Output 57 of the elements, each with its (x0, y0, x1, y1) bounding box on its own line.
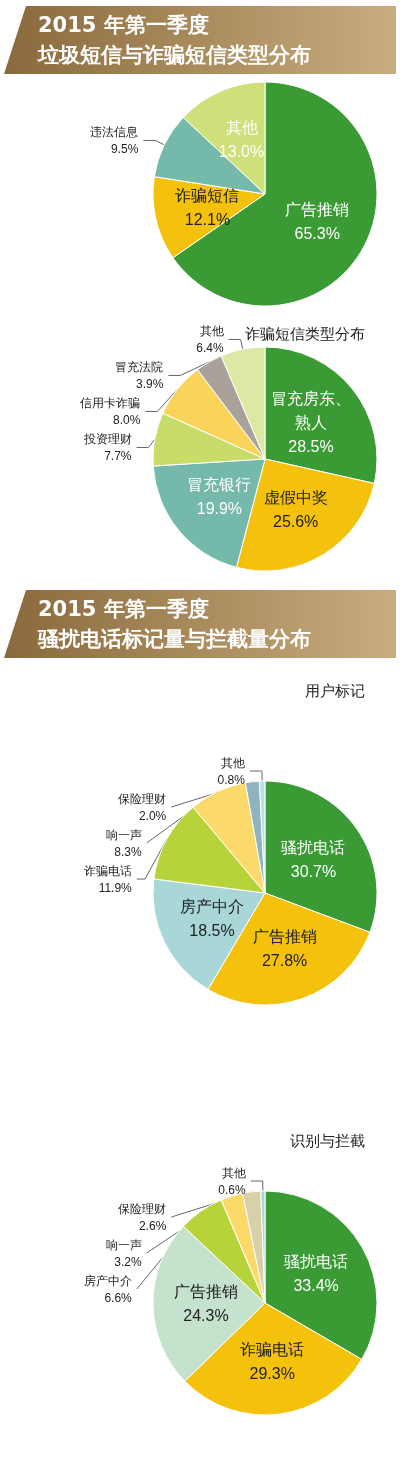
data-label: 8.0% (113, 412, 141, 427)
slice-label: 投资理财 (82, 431, 132, 446)
slice-label: 冒充银行 (187, 475, 252, 493)
slice-label: 违法信息 (90, 124, 139, 139)
chart-title: 诈骗短信类型分布 (245, 325, 365, 342)
slice-label: 响一声 (105, 827, 142, 842)
slice-label: 保险理财 (118, 791, 167, 806)
data-label: 0.6% (218, 1182, 247, 1197)
slice-label: 房产中介 (83, 1273, 132, 1288)
data-label: 3.9% (136, 376, 164, 391)
slice-label: 冒充房东、熟人 (271, 389, 352, 431)
data-label: 2.6% (138, 1218, 167, 1233)
data-label: 65.3% (294, 224, 340, 242)
chart-title: 2015 年第一季度 (38, 596, 210, 623)
data-label: 12.1% (184, 210, 231, 228)
slice-label: 其他 (225, 119, 258, 137)
slice-label: 其他 (220, 755, 245, 770)
slice-label: 响一声 (105, 1237, 142, 1252)
slice-label: 保险理财 (118, 1201, 167, 1216)
slice-label: 骚扰电话 (284, 1253, 349, 1271)
data-label: 19.9% (196, 499, 243, 517)
slice-label: 广告推销 (174, 1283, 238, 1301)
slice-label: 广告推销 (285, 200, 350, 218)
data-label: 18.5% (189, 922, 235, 940)
slice-label: 虚假中奖 (263, 488, 328, 506)
chart-title: 识别与拦截 (290, 1132, 365, 1149)
data-label: 28.5% (288, 437, 334, 455)
data-label: 7.7% (104, 448, 132, 463)
data-label: 24.3% (183, 1307, 229, 1325)
slice-label: 其他 (221, 1165, 246, 1180)
slice-label: 冒充法院 (115, 359, 164, 374)
data-label: 13.0% (218, 143, 265, 161)
data-label: 27.8% (261, 952, 308, 970)
data-label: 9.5% (111, 141, 139, 156)
data-label: 25.6% (272, 512, 319, 530)
slice-label: 诈骗短信 (175, 186, 240, 204)
slice-label: 骚扰电话 (281, 838, 346, 856)
slice-label: 诈骗电话 (83, 863, 132, 878)
data-label: 3.2% (114, 1254, 142, 1269)
chart-title: 2015 年第一季度 (38, 12, 210, 39)
data-label: 0.8% (217, 772, 246, 787)
slice-label: 其他 (199, 323, 224, 338)
data-label: 30.7% (290, 862, 337, 880)
data-label: 8.3% (114, 844, 142, 859)
slice-label: 诈骗电话 (240, 1341, 305, 1359)
text: 用户标记 (305, 682, 365, 699)
data-label: 6.6% (104, 1290, 133, 1305)
slice-label: 信用卡诈骗 (80, 395, 141, 410)
data-label: 11.9% (98, 880, 133, 895)
data-label: 33.4% (293, 1277, 339, 1295)
chart-subtitle: 垃圾短信与诈骗短信类型分布 (38, 42, 312, 69)
data-label: 2.0% (138, 808, 167, 823)
chart-subtitle: 骚扰电话标记量与拦截量分布 (38, 626, 312, 653)
slice-label: 广告推销 (252, 928, 317, 946)
data-label: 6.4% (196, 340, 224, 355)
slice-label: 房产中介 (180, 898, 245, 916)
data-label: 29.3% (249, 1365, 295, 1383)
